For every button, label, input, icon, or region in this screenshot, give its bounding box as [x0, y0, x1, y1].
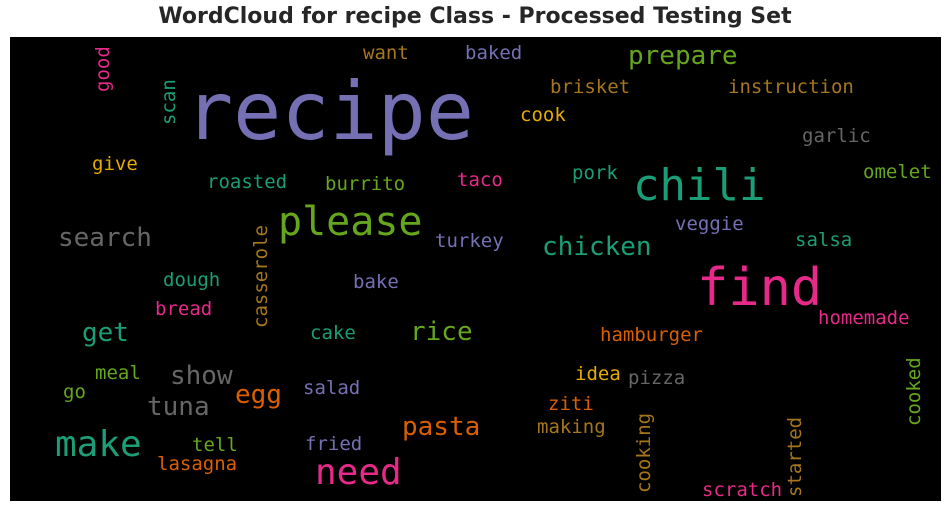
word-fried: fried	[305, 433, 363, 455]
word-need: need	[315, 452, 402, 493]
word-started: started	[784, 416, 806, 497]
word-turkey: turkey	[435, 230, 504, 252]
word-idea: idea	[575, 363, 621, 385]
word-pasta: pasta	[402, 412, 481, 442]
word-bread: bread	[155, 298, 213, 320]
word-prepare: prepare	[628, 41, 738, 71]
word-lasagna: lasagna	[157, 453, 238, 475]
word-casserole: casserole	[250, 225, 272, 328]
word-search: search	[58, 223, 152, 253]
word-cooking: cooking	[633, 412, 655, 493]
word-pork: pork	[572, 162, 618, 184]
word-cake: cake	[310, 322, 356, 344]
word-making: making	[537, 416, 606, 438]
word-cooked: cooked	[903, 357, 925, 426]
word-get: get	[82, 318, 129, 348]
word-scratch: scratch	[702, 479, 783, 501]
word-burrito: burrito	[325, 173, 406, 195]
word-salsa: salsa	[795, 229, 853, 251]
word-give: give	[92, 153, 138, 175]
word-egg: egg	[235, 380, 282, 410]
word-tuna: tuna	[147, 392, 210, 422]
word-dough: dough	[163, 269, 221, 291]
word-taco: taco	[457, 169, 503, 191]
word-go: go	[63, 381, 86, 403]
word-pizza: pizza	[628, 367, 686, 389]
word-recipe: recipe	[185, 65, 474, 158]
word-brisket: brisket	[550, 76, 631, 98]
word-chicken: chicken	[542, 232, 652, 262]
word-make: make	[55, 424, 142, 465]
word-veggie: veggie	[675, 213, 744, 235]
word-tell: tell	[192, 434, 238, 456]
word-hamburger: hamburger	[600, 324, 703, 346]
word-meal: meal	[95, 362, 141, 384]
word-want: want	[363, 42, 409, 64]
word-baked: baked	[465, 42, 523, 64]
word-homemade: homemade	[818, 307, 910, 329]
word-roasted: roasted	[207, 171, 288, 193]
word-rice: rice	[410, 317, 473, 347]
word-show: show	[170, 361, 233, 391]
word-chili: chili	[633, 160, 766, 211]
word-cook: cook	[520, 104, 566, 126]
wordcloud-canvas: recipe find chili please make need search chick…	[10, 37, 941, 501]
word-garlic: garlic	[802, 125, 871, 147]
word-bake: bake	[353, 271, 399, 293]
word-please: please	[278, 199, 423, 245]
word-omelet: omelet	[863, 161, 932, 183]
word-good: good	[92, 46, 114, 92]
word-find: find	[697, 258, 823, 318]
word-instruction: instruction	[728, 76, 854, 98]
word-scan: scan	[158, 79, 180, 125]
word-ziti: ziti	[548, 393, 594, 415]
chart-title: WordCloud for recipe Class - Processed T…	[158, 4, 792, 29]
word-salad: salad	[303, 377, 361, 399]
